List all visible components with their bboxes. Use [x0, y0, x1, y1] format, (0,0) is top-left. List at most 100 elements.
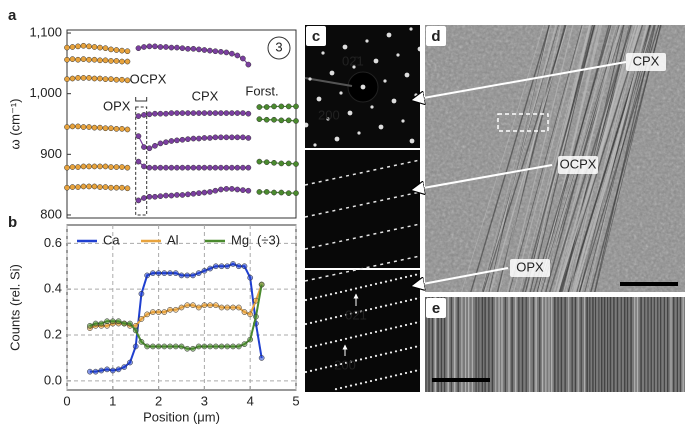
diffraction-spot: [334, 292, 338, 295]
data-point: [240, 187, 246, 193]
data-point: [64, 76, 70, 82]
data-point: [185, 191, 191, 198]
data-point: [263, 104, 270, 110]
diffraction-spot: [339, 338, 343, 342]
data-point: [178, 272, 185, 279]
diffraction-spot: [414, 273, 418, 276]
data-point: [224, 343, 231, 350]
data-point: [144, 343, 150, 350]
data-point: [207, 343, 213, 350]
reflection-label: 200: [318, 107, 340, 122]
diffraction-spot: [319, 367, 323, 370]
data-point: [207, 164, 213, 171]
data-point: [245, 110, 252, 117]
data-point: [113, 76, 120, 83]
data-point: [172, 306, 179, 313]
diffraction-spot: [305, 122, 309, 128]
data-point: [263, 189, 270, 195]
x-tick-label: 4: [247, 393, 254, 408]
panel-label: a: [8, 7, 17, 24]
phase-label-box: [510, 259, 550, 277]
data-point: [223, 164, 230, 171]
data-point: [124, 58, 131, 65]
data-point: [64, 184, 70, 191]
data-point: [75, 123, 81, 130]
diffraction-spot: [349, 312, 353, 315]
data-point: [124, 185, 131, 192]
data-point: [157, 44, 164, 50]
data-point: [241, 309, 248, 315]
data-point: [119, 164, 125, 170]
lamella: [487, 25, 551, 292]
diffraction-spot: [373, 58, 379, 64]
data-point: [119, 76, 125, 83]
data-point: [207, 189, 213, 195]
reflection-label: 02̄1: [345, 307, 367, 322]
diffraction-spot: [399, 277, 403, 280]
diffraction-spot: [414, 93, 418, 97]
data-point: [102, 125, 109, 132]
data-point: [91, 56, 98, 63]
data-point: [69, 56, 76, 62]
data-point: [146, 43, 153, 50]
data-point: [278, 117, 285, 124]
diffraction-spot: [414, 345, 418, 348]
data-point: [113, 184, 120, 191]
annotation: CPX: [192, 88, 219, 103]
data-point: [235, 263, 242, 270]
data-point: [184, 345, 191, 352]
data-point: [75, 75, 81, 81]
diffraction-spot: [314, 344, 318, 347]
data-point: [80, 183, 87, 190]
diffraction-spot: [334, 340, 338, 343]
diffraction-pattern: [305, 150, 420, 268]
data-point: [75, 56, 81, 63]
diffraction-spot: [314, 368, 318, 371]
diffraction-spot: [419, 321, 420, 323]
y-tick-label: 900: [40, 146, 62, 161]
data-point: [97, 75, 103, 82]
diffraction-spot: [369, 379, 373, 383]
diffraction-spot: [305, 370, 308, 374]
diffraction-spot: [324, 318, 328, 321]
data-point: [167, 270, 173, 276]
data-point: [152, 43, 158, 50]
data-point: [212, 110, 219, 116]
data-point: [253, 313, 259, 320]
diffraction-spot: [379, 329, 383, 332]
data-point: [256, 116, 263, 122]
diffraction-spot: [364, 381, 368, 384]
data-point: [263, 159, 270, 166]
diffraction-spot: [316, 96, 322, 102]
data-point: [69, 184, 76, 190]
diffraction-spot: [419, 273, 420, 275]
diffraction-spot: [394, 326, 398, 329]
data-point: [108, 76, 114, 82]
data-point: [127, 320, 133, 327]
data-point: [135, 133, 142, 139]
data-point: [80, 42, 87, 49]
diffraction-spot: [329, 293, 333, 296]
data-point: [109, 367, 116, 374]
data-point: [146, 145, 153, 152]
diffraction-spot: [329, 341, 333, 344]
data-point: [218, 343, 225, 350]
data-point: [80, 56, 87, 62]
data-point: [138, 290, 145, 297]
diffraction-spot: [378, 124, 384, 130]
diffraction-spot: [299, 57, 304, 62]
data-point: [138, 316, 145, 322]
data-point: [247, 311, 254, 318]
data-point: [201, 164, 208, 171]
diffraction-spot: [314, 296, 318, 299]
data-point: [247, 336, 254, 343]
diffraction-spot: [305, 298, 308, 302]
diffraction-spot: [399, 325, 403, 328]
data-point: [218, 134, 224, 141]
diffraction-spot: [319, 295, 323, 298]
diffraction-spot: [309, 321, 313, 324]
data-point: [69, 75, 76, 82]
diffraction-spot: [389, 351, 393, 354]
data-point: [230, 343, 236, 350]
data-point: [86, 56, 92, 63]
